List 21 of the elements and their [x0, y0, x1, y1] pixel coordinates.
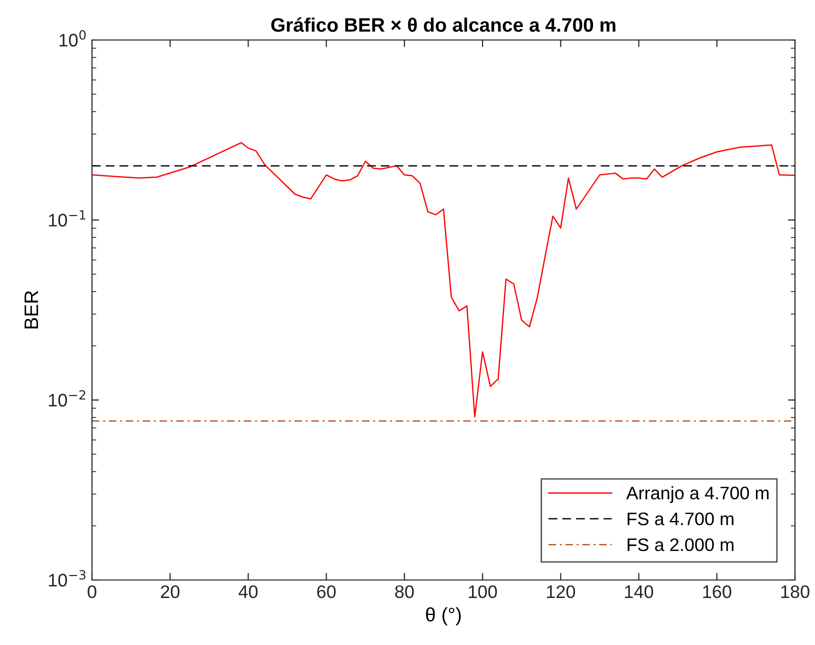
line-series	[92, 142, 795, 418]
x-tick-label: 40	[238, 585, 258, 598]
y-tick-label: 10$^{0}$	[60, 30, 86, 47]
y-tick-label: 10$^{−1}$	[48, 210, 86, 227]
y-tick-label: 10$^{−3}$	[48, 570, 86, 587]
legend-label: Arranjo a 4.700 m	[626, 486, 769, 504]
x-tick-label: 180	[781, 585, 810, 598]
y-axis-title: BER	[24, 290, 38, 328]
x-tick-label: 100	[468, 585, 497, 598]
y-tick-label: 10$^{−2}$	[48, 390, 86, 407]
x-tick-label: 0	[88, 585, 96, 598]
x-tick-label: 60	[317, 585, 336, 598]
x-axis-title: θ (°)	[426, 607, 461, 626]
x-tick-label: 140	[625, 585, 654, 598]
legend-label: FS a 2.000 m	[628, 538, 734, 552]
legend-label: FS a 4.700 m	[628, 512, 734, 526]
x-tick-label: 120	[546, 585, 576, 598]
x-tick-label: 20	[160, 585, 180, 598]
x-tick-label: 80	[395, 585, 414, 598]
x-tick-label: 160	[703, 585, 732, 598]
chart-title: Gráfico BER × θ do alcance a 4.700 m	[271, 17, 616, 32]
